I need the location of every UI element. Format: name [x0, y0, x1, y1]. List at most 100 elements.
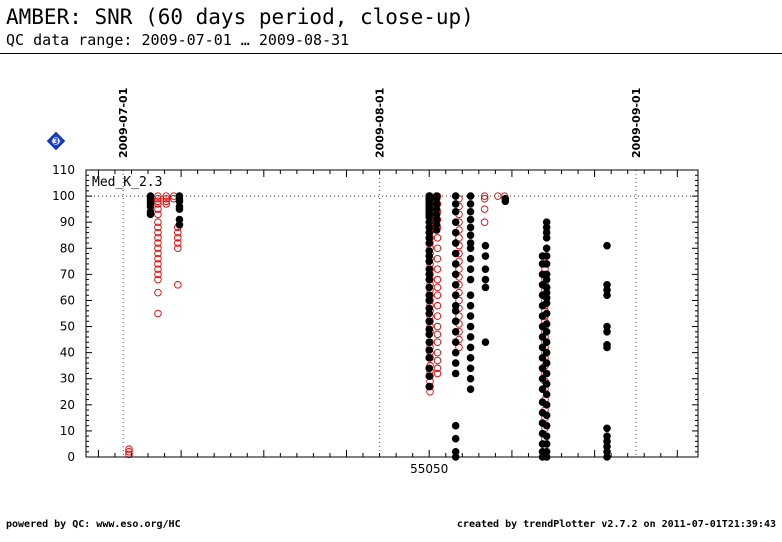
- red-data-point: [433, 364, 442, 373]
- black-data-point: [466, 301, 475, 310]
- black-data-point: [603, 343, 611, 352]
- red-data-point: [433, 265, 442, 273]
- red-data-point: [433, 254, 442, 263]
- black-data-point: [425, 317, 434, 326]
- black-data-point: [466, 322, 475, 331]
- black-data-point: [542, 401, 551, 409]
- black-data-point: [425, 382, 434, 391]
- red-data-point: [455, 312, 463, 320]
- black-data-point: [451, 327, 460, 336]
- black-data-point: [542, 309, 551, 318]
- black-data-point: [542, 299, 551, 307]
- black-data-point: [175, 205, 184, 213]
- plot-frame: [85, 169, 699, 458]
- black-data-point: [481, 265, 490, 273]
- black-data-point: [542, 359, 551, 367]
- black-data-point: [425, 364, 434, 373]
- black-series: [146, 192, 611, 461]
- black-data-point: [538, 343, 547, 352]
- black-data-point: [451, 239, 460, 247]
- black-data-point: [451, 421, 460, 430]
- black-data-point: [425, 283, 434, 292]
- black-data-point: [538, 374, 547, 383]
- black-data-point: [451, 434, 460, 443]
- red-data-point: [480, 192, 489, 200]
- y-tick-label: 110: [52, 163, 75, 177]
- black-data-point: [175, 220, 184, 229]
- red-data-point: [433, 330, 442, 339]
- black-data-point: [466, 385, 475, 393]
- red-data-point: [154, 223, 162, 232]
- badge-inner-circle: [52, 137, 60, 145]
- red-data-point: [433, 291, 442, 299]
- red-data-point: [154, 260, 162, 268]
- black-data-point: [542, 348, 551, 357]
- reference-line-label: Med_K_2.3: [92, 175, 162, 190]
- black-data-point: [603, 424, 611, 433]
- black-data-point: [542, 440, 551, 448]
- black-data-point: [542, 390, 551, 399]
- black-data-point: [451, 359, 460, 367]
- red-data-point: [433, 312, 442, 320]
- red-data-point: [154, 309, 162, 318]
- black-data-point: [466, 291, 475, 300]
- y-tick-label: 20: [60, 398, 75, 412]
- chart-subtitle: QC data range: 2009-07-01 … 2009-08-31: [6, 31, 350, 49]
- red-data-point: [433, 369, 442, 378]
- black-data-point: [501, 197, 510, 206]
- black-data-point: [542, 244, 551, 253]
- red-data-point: [154, 275, 162, 284]
- black-data-point: [466, 244, 475, 253]
- red-data-point: [494, 192, 502, 200]
- black-data-point: [466, 364, 475, 373]
- y-tick-label: 60: [60, 293, 75, 307]
- x-tick-label: 55050: [410, 462, 448, 476]
- red-data-point: [154, 244, 162, 253]
- black-data-point: [481, 241, 490, 250]
- black-data-point: [466, 265, 475, 273]
- black-data-point: [466, 215, 475, 224]
- red-data-point: [455, 296, 463, 305]
- black-data-point: [542, 380, 551, 388]
- black-data-point: [451, 228, 460, 237]
- red-data-point: [154, 234, 162, 242]
- black-data-point: [603, 327, 611, 336]
- black-data-point: [542, 260, 551, 268]
- red-data-point: [154, 200, 162, 208]
- footer-created-by: created by trendPlotter v2.7.2 on 2011-0…: [456, 519, 776, 530]
- black-data-point: [451, 338, 460, 347]
- red-data-point: [480, 205, 489, 213]
- red-data-point: [154, 254, 162, 263]
- red-data-point: [125, 450, 133, 459]
- black-data-point: [538, 385, 547, 393]
- red-data-point: [154, 270, 162, 279]
- axes: 2009-07-01 2009-08-01 2009-09-01 Med_K_2.3 0…: [46, 88, 699, 476]
- black-data-point: [425, 309, 434, 318]
- red-data-point: [433, 283, 442, 292]
- red-data-point: [455, 343, 463, 352]
- black-data-point: [451, 369, 460, 378]
- y-tick-label: 40: [60, 346, 75, 360]
- y-tick-label: 90: [60, 215, 75, 229]
- red-data-point: [154, 210, 162, 219]
- red-data-point: [162, 200, 170, 208]
- black-data-point: [466, 343, 475, 352]
- black-data-point: [466, 200, 475, 208]
- y-tick-label: 80: [60, 241, 75, 255]
- date-marker-label: 2009-07-01: [117, 88, 130, 158]
- black-data-point: [451, 281, 460, 289]
- red-data-point: [154, 249, 162, 258]
- red-data-point: [174, 281, 182, 289]
- red-data-point: [162, 197, 170, 206]
- red-data-point: [174, 234, 182, 242]
- black-data-point: [425, 239, 434, 247]
- red-data-point: [125, 448, 133, 456]
- black-data-point: [466, 312, 475, 320]
- black-data-point: [603, 241, 611, 250]
- chart-title: AMBER: SNR (60 days period, close-up): [6, 5, 474, 29]
- black-data-point: [451, 249, 460, 258]
- y-tick-label: 100: [52, 189, 75, 203]
- black-data-point: [538, 333, 547, 341]
- black-data-point: [451, 260, 460, 268]
